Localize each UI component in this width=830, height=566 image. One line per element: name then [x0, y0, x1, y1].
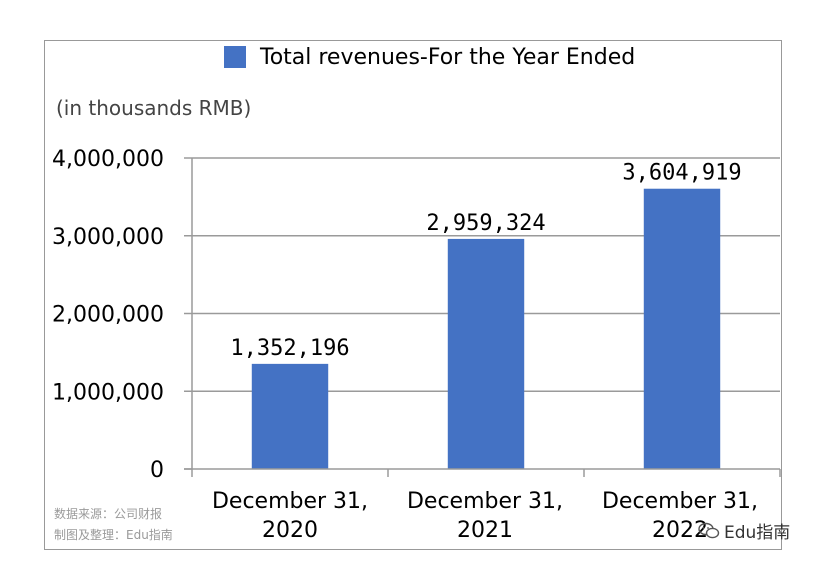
x-tick-label-line: 2020 — [262, 518, 318, 543]
bar — [643, 188, 721, 470]
x-tick-label-line: December 31, — [211, 489, 369, 514]
y-tick-label: 4,000,000 — [52, 147, 164, 172]
x-tick-label-line: December 31, — [601, 489, 759, 514]
legend-swatch — [224, 46, 246, 68]
chart-frame — [44, 40, 782, 550]
y-tick-label: 0 — [150, 458, 164, 483]
x-tick-label: December 31, 2021 — [395, 487, 575, 545]
source-line: 数据来源：公司财报 — [54, 507, 163, 521]
unit-label: (in thousands RMB) — [56, 96, 252, 120]
data-label: 2,959,324 — [426, 211, 545, 236]
x-tick-label-line: 2021 — [457, 518, 513, 543]
legend-label: Total revenues-For the Year Ended — [260, 44, 636, 70]
bar — [251, 363, 329, 469]
x-tick-label: December 31, 2020 — [200, 487, 380, 545]
watermark-text: Edu指南 — [724, 523, 791, 543]
watermark: Edu指南 — [698, 518, 790, 543]
wechat-icon — [698, 522, 720, 538]
data-label: 1,352,196 — [230, 336, 349, 361]
legend: Total revenues-For the Year Ended — [224, 42, 635, 72]
y-tick-label: 3,000,000 — [52, 225, 164, 250]
x-tick-label: December 31, 2022 — [590, 487, 770, 545]
source-note: 数据来源：公司财报 制图及整理：Edu指南 — [54, 504, 173, 546]
y-tick-label: 2,000,000 — [52, 303, 164, 328]
x-tick-label-line: 2022 — [652, 518, 708, 543]
y-tick-label: 1,000,000 — [52, 380, 164, 405]
credit-line: 制图及整理：Edu指南 — [54, 528, 173, 542]
data-label: 3,604,919 — [622, 161, 741, 186]
x-tick-label-line: December 31, — [406, 489, 564, 514]
bar — [447, 238, 525, 469]
